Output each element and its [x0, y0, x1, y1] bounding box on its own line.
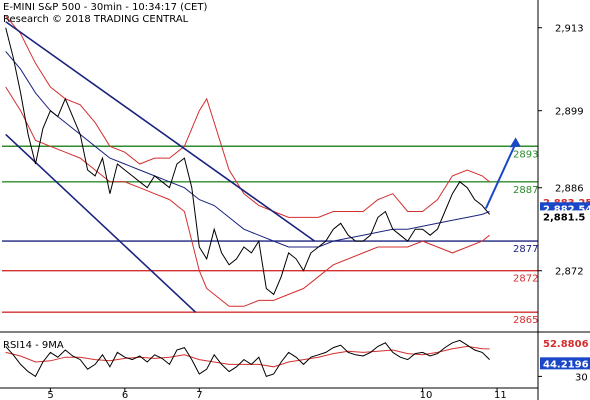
- support-resistance-levels: 2893 2887 2877 2872 2865: [2, 145, 538, 326]
- trend-channel: [5, 21, 316, 313]
- channel-lower-line: [5, 133, 197, 313]
- bollinger-upper: [5, 15, 490, 218]
- y-tick-label: 2,913: [555, 24, 584, 35]
- rsi-line: [5, 339, 490, 378]
- rsi-badge-bg: [540, 357, 590, 370]
- rsi-badge-bg: [540, 336, 590, 349]
- rsi-y-tick-label: 30: [575, 372, 588, 383]
- bollinger-bands: [5, 15, 490, 307]
- rsi-badge-label: 44.2196: [543, 359, 589, 370]
- y-tick-label: 2,899: [555, 107, 584, 118]
- rsi-ma-line: [5, 345, 490, 368]
- channel-upper-line: [5, 21, 316, 242]
- bollinger-lower: [5, 86, 490, 307]
- level-label-2865: 2865: [513, 315, 538, 326]
- chart-subtitle: Research © 2018 TRADING CENTRAL: [3, 14, 189, 25]
- rsi-title: RSI14 - 9MA: [3, 340, 64, 351]
- x-tick-label: 5: [47, 390, 53, 400]
- price-badges: 2,883.252,882.542,881.5: [540, 196, 590, 223]
- forecast-arrow-shaft: [484, 142, 517, 209]
- y-tick-label: 2,872: [555, 267, 584, 278]
- level-label-2893: 2893: [513, 149, 538, 160]
- forecast-arrow: [484, 137, 521, 209]
- forecast-arrow-head: [509, 137, 521, 148]
- x-tick-label: 6: [122, 390, 128, 400]
- x-tick-label: 7: [196, 390, 202, 400]
- rsi-badge-label: 52.8806: [543, 339, 589, 350]
- level-label-2877: 2877: [513, 244, 538, 255]
- price-line: [5, 27, 490, 296]
- price-series: [5, 27, 490, 296]
- x-tick-label: 10: [420, 390, 433, 400]
- y-tick-label: 2,886: [555, 184, 584, 195]
- chart-title: E-MINI S&P 500 - 30min - 10:34:17 (CET): [3, 2, 208, 13]
- price-badge-label: 2,882.54: [543, 204, 590, 215]
- moving-average: [5, 51, 490, 248]
- moving-average-line: [5, 51, 490, 248]
- price-badge-bg: [540, 210, 590, 223]
- price-badge-label: 2,881.5: [543, 212, 585, 223]
- rsi-panel: RSI14 - 9MA 30 52.8806 44.2196: [3, 336, 590, 383]
- level-label-2872: 2872: [513, 274, 538, 285]
- x-tick-label: 11: [494, 390, 507, 400]
- level-label-2887: 2887: [513, 185, 538, 196]
